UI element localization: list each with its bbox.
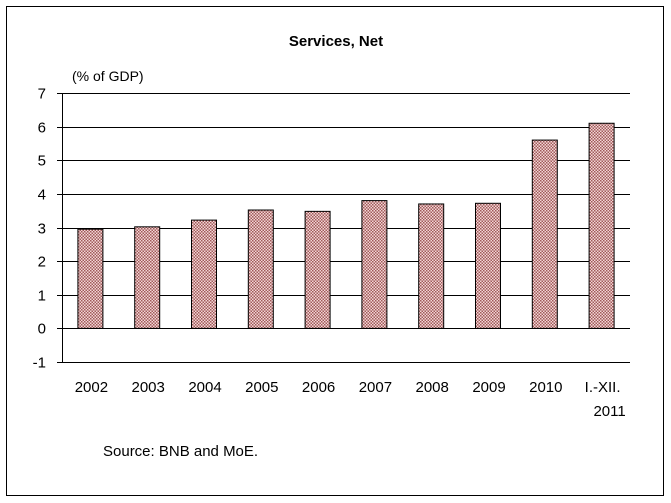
- chart-title: Services, Net: [289, 33, 383, 50]
- y-tick-labels: -1 0 1 2 3 4 5 6 7: [33, 86, 46, 372]
- x-tick-label: 2010: [529, 379, 562, 396]
- bar: [361, 200, 388, 329]
- bar: [475, 202, 501, 329]
- y-tick-label: 3: [38, 221, 46, 238]
- x-tick-labels: 2002 2003 2004 2005 2006 2007 2008 2009 2010 I.-X…: [75, 379, 626, 420]
- x-tick-label: 2008: [416, 379, 449, 396]
- y-tick-label: 2: [38, 254, 46, 271]
- x-tick-label: 2006: [302, 379, 335, 396]
- x-tick-label: 2003: [132, 379, 165, 396]
- y-tick-label: 1: [38, 288, 46, 305]
- bar: [191, 219, 217, 329]
- bar: [247, 209, 274, 329]
- bar: [588, 122, 615, 329]
- bar: [304, 210, 331, 329]
- bars: [77, 122, 615, 329]
- x-tick-label: 2004: [188, 379, 221, 396]
- bar: [77, 228, 104, 329]
- x-tick-label: 2009: [472, 379, 505, 396]
- y-tick-label: 6: [38, 120, 46, 137]
- bar: [134, 226, 161, 329]
- y-tick-label: 7: [38, 86, 46, 103]
- y-tick-label: -1: [33, 355, 46, 372]
- bar: [531, 139, 558, 329]
- x-tick-label: I.-XII. 2011: [585, 379, 626, 420]
- x-tick-label: 2005: [245, 379, 278, 396]
- y-tick-label: 4: [38, 187, 46, 204]
- y-tick-label: 0: [38, 321, 46, 338]
- bar: [418, 203, 445, 329]
- x-tick-label: 2002: [75, 379, 108, 396]
- y-axis-label: (% of GDP): [72, 68, 144, 84]
- y-tick-label: 5: [38, 153, 46, 170]
- source-note: Source: BNB and MoE.: [103, 443, 258, 460]
- axes: [57, 93, 630, 363]
- x-tick-label: 2007: [359, 379, 392, 396]
